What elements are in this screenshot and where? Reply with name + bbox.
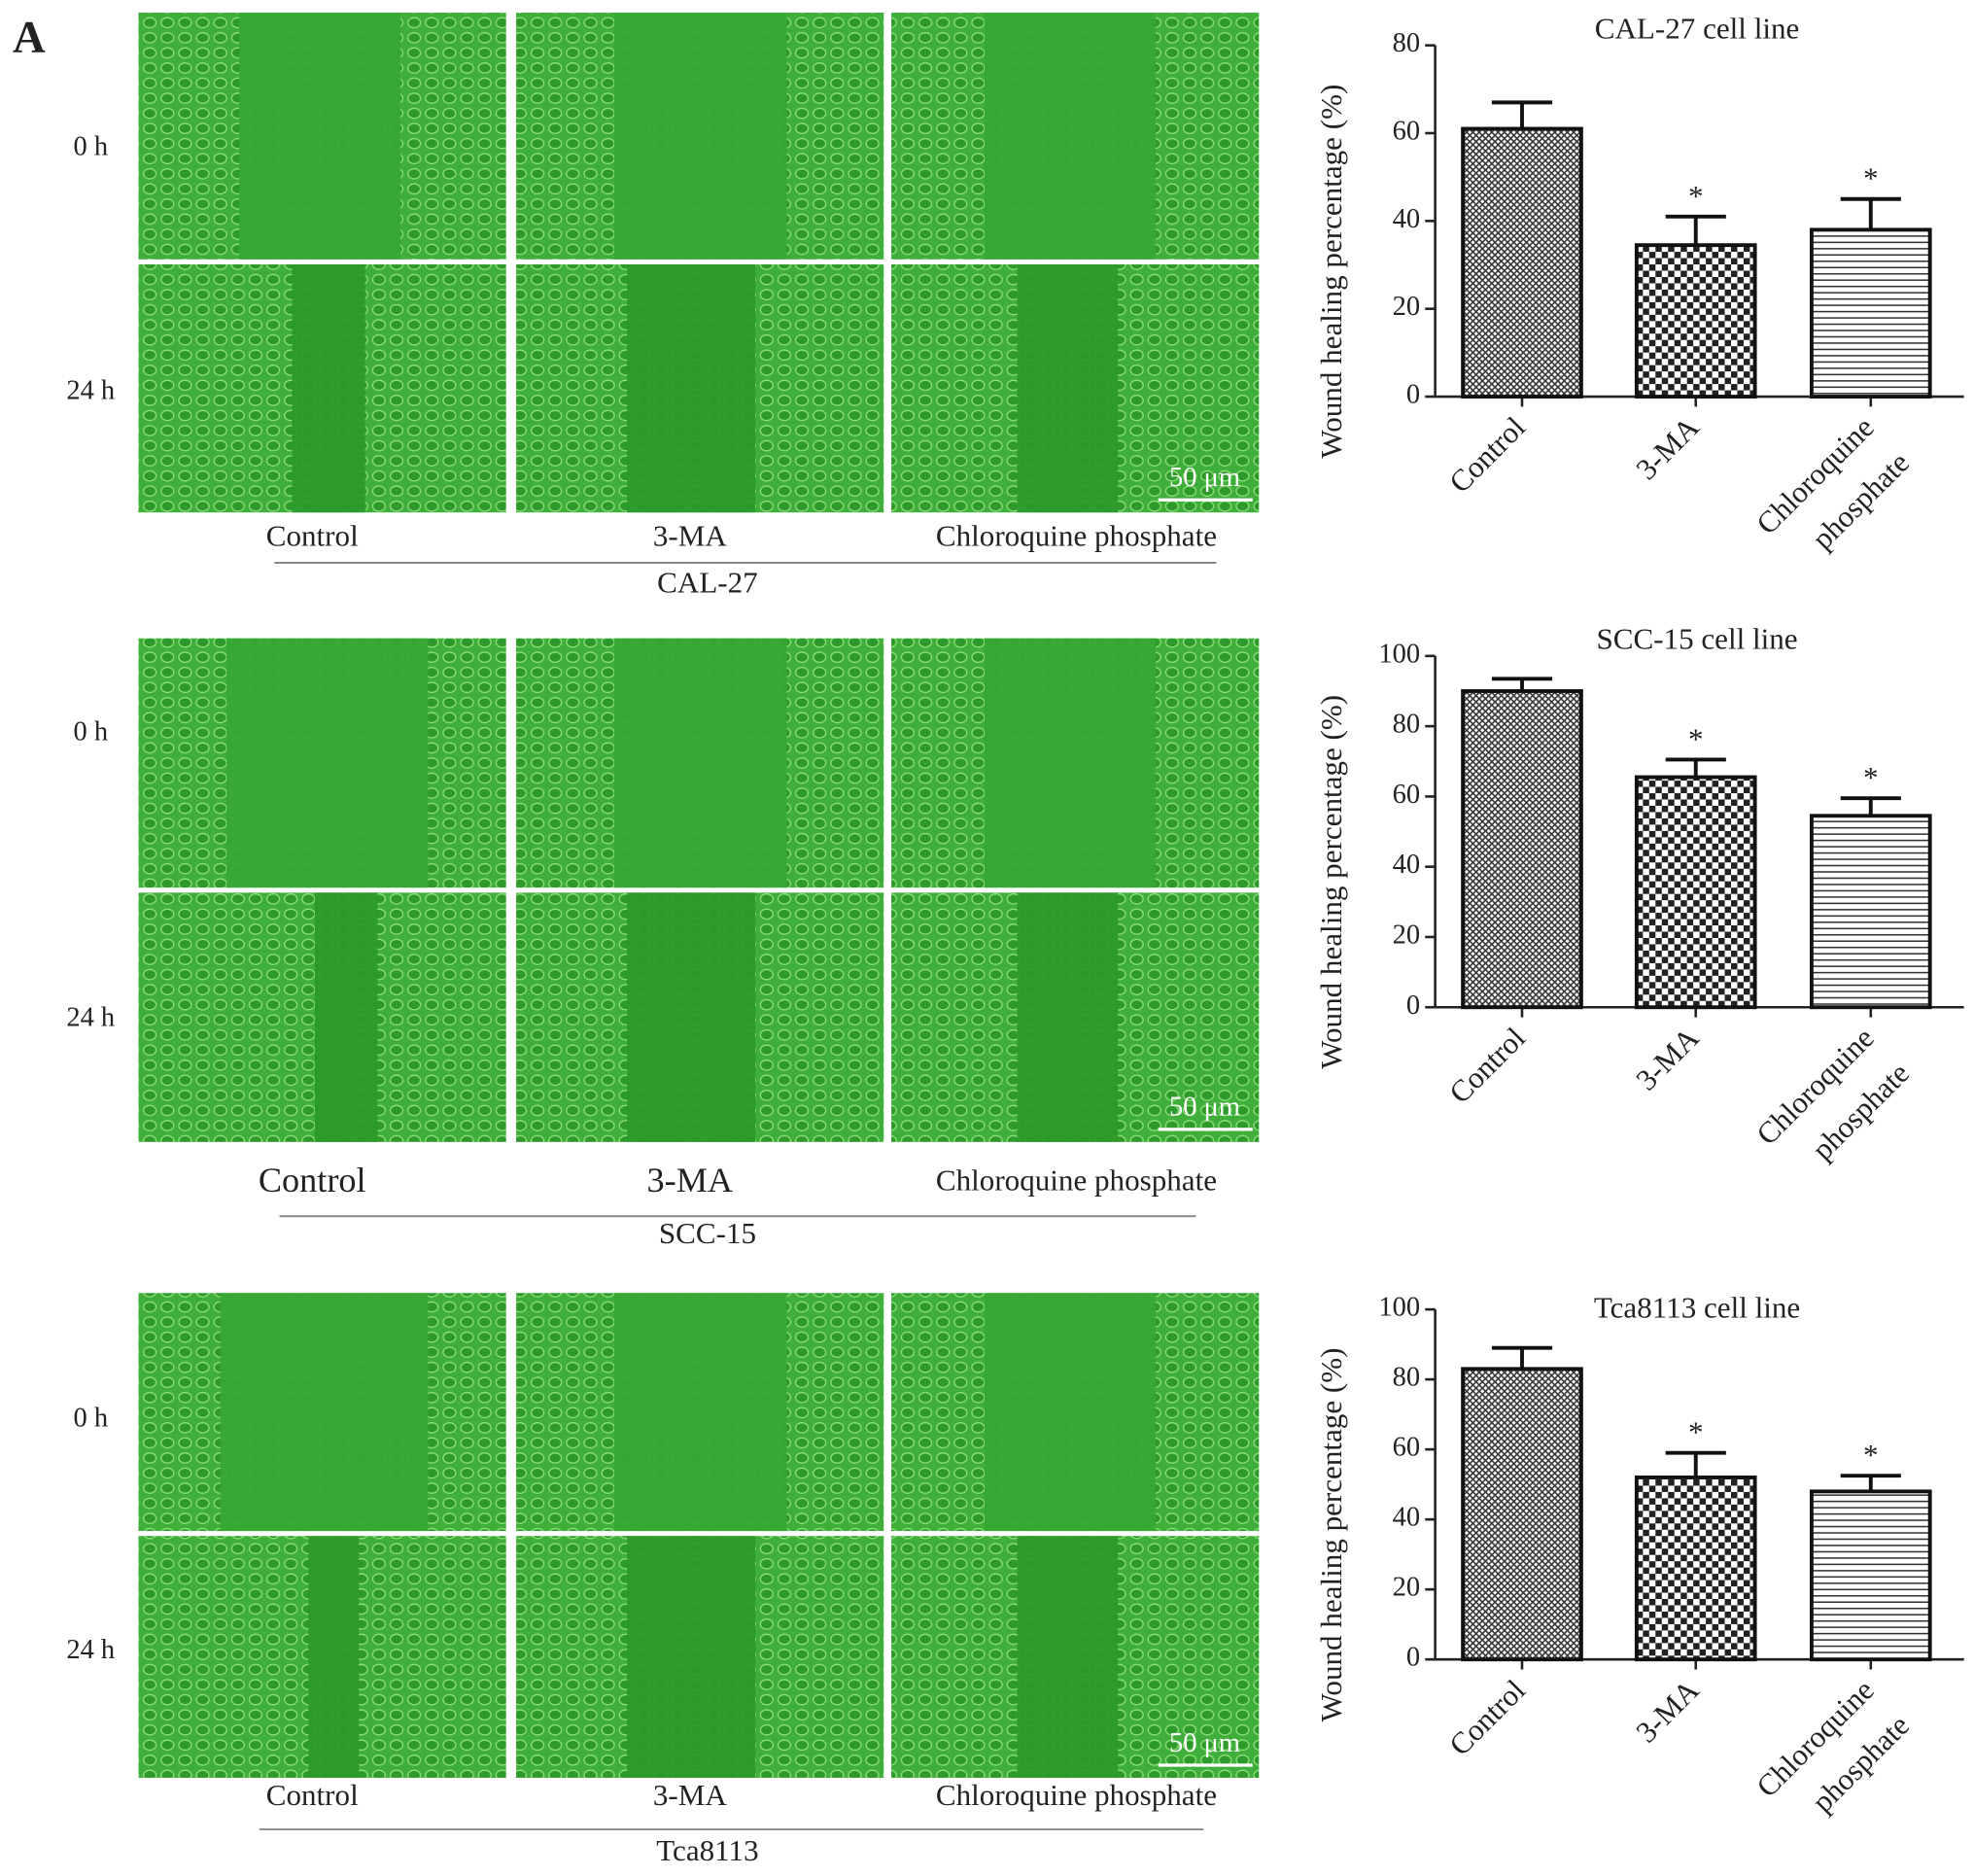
time-label: 0 h — [73, 1404, 108, 1434]
bar — [1634, 243, 1757, 399]
y-tick-label: 20 — [1393, 920, 1420, 950]
y-tick-label: 100 — [1378, 639, 1420, 669]
error-bar — [1840, 796, 1901, 816]
scale-bar-label: 50 μm — [1169, 1093, 1240, 1123]
wound-gap — [292, 264, 365, 513]
bar — [1461, 126, 1583, 399]
wound-gap — [984, 638, 1157, 888]
treatment-label: Control — [266, 519, 359, 553]
chart-title: CAL-27 cell line — [1595, 12, 1800, 46]
time-label: 24 h — [66, 1003, 115, 1033]
wound-gap — [226, 638, 429, 888]
y-tick-label: 20 — [1393, 292, 1420, 322]
bar — [1461, 689, 1583, 1010]
bar — [1809, 227, 1932, 399]
chart-title: Tca8113 cell line — [1594, 1291, 1800, 1325]
bar — [1461, 1367, 1583, 1662]
y-tick-label: 40 — [1393, 1503, 1420, 1533]
cell-line-label: SCC-15 — [659, 1216, 756, 1250]
bar — [1809, 1489, 1932, 1662]
significance: * — [1863, 760, 1879, 794]
y-tick-label: 80 — [1393, 710, 1420, 740]
treatment-label: Chloroquine phosphate — [936, 1164, 1217, 1198]
significance: * — [1688, 1415, 1704, 1449]
time-label: 0 h — [73, 131, 108, 161]
error-bar — [1491, 677, 1553, 691]
cell-line-label: Tca8113 — [656, 1833, 758, 1867]
treatment-label: Chloroquine phosphate — [936, 1778, 1217, 1812]
treatment-label: 3-MA — [653, 519, 728, 553]
wound-gap — [984, 12, 1157, 260]
y-axis-label: Wound healing percentage (%) — [1314, 85, 1348, 459]
treatment-label: Control — [259, 1161, 366, 1199]
error-bar — [1840, 1474, 1901, 1492]
y-tick-label: 0 — [1406, 1643, 1420, 1673]
wound-gap — [220, 1293, 429, 1532]
treatment-label: Chloroquine phosphate — [936, 519, 1217, 553]
wound-gap — [314, 892, 378, 1142]
bar — [1809, 814, 1932, 1010]
scale-bar-label: 50 μm — [1169, 1728, 1240, 1758]
wound-gap — [308, 1536, 360, 1778]
panel-label: A — [13, 12, 46, 62]
y-tick-label: 40 — [1393, 204, 1420, 234]
wound-gap — [627, 264, 756, 513]
significance: * — [1688, 179, 1704, 213]
wound-gap — [614, 638, 787, 888]
significance: * — [1863, 1438, 1879, 1472]
x-tick-label: 3-MA — [1629, 409, 1706, 486]
y-tick-label: 80 — [1393, 1363, 1420, 1393]
y-tick-label: 80 — [1393, 28, 1420, 58]
error-bar — [1840, 196, 1901, 230]
y-tick-label: 60 — [1393, 117, 1420, 147]
bar — [1634, 1476, 1757, 1662]
bar — [1634, 775, 1757, 1010]
wound-gap — [614, 12, 787, 260]
error-bar — [1665, 757, 1726, 778]
y-tick-label: 40 — [1393, 850, 1420, 880]
chart-title: SCC-15 cell line — [1596, 622, 1797, 656]
y-tick-label: 20 — [1393, 1573, 1420, 1603]
x-tick-label: Control — [1442, 1021, 1532, 1110]
error-bar — [1665, 1450, 1726, 1477]
y-tick-label: 0 — [1406, 990, 1420, 1021]
wound-gap — [1017, 892, 1119, 1142]
wound-gap — [614, 1293, 787, 1532]
wound-gap — [1017, 1536, 1119, 1778]
error-bar — [1491, 1345, 1553, 1370]
x-tick-label: Control — [1442, 1673, 1532, 1762]
treatment-label: Control — [266, 1778, 359, 1812]
x-tick-label: 3-MA — [1629, 1021, 1706, 1097]
y-tick-label: 100 — [1378, 1293, 1420, 1323]
wound-gap — [627, 1536, 756, 1778]
x-tick-label: Control — [1442, 410, 1532, 500]
time-label: 24 h — [66, 376, 115, 406]
wound-gap — [239, 12, 400, 260]
wound-gap — [1017, 264, 1119, 513]
wound-gap — [984, 1293, 1157, 1532]
treatment-label: 3-MA — [647, 1161, 734, 1199]
y-axis-label: Wound healing percentage (%) — [1314, 695, 1348, 1069]
error-bar — [1491, 100, 1553, 129]
treatment-label: 3-MA — [653, 1778, 728, 1812]
scale-bar-label: 50 μm — [1169, 463, 1240, 493]
x-tick-label: 3-MA — [1629, 1673, 1706, 1750]
error-bar — [1665, 214, 1726, 246]
y-tick-label: 60 — [1393, 780, 1420, 810]
time-label: 24 h — [66, 1635, 115, 1665]
wound-gap — [627, 892, 756, 1142]
y-tick-label: 60 — [1393, 1433, 1420, 1463]
y-axis-label: Wound healing percentage (%) — [1314, 1347, 1348, 1721]
cell-line-label: CAL-27 — [657, 565, 758, 599]
time-label: 0 h — [73, 717, 108, 747]
significance: * — [1688, 721, 1704, 755]
y-tick-label: 0 — [1406, 380, 1420, 410]
significance: * — [1863, 161, 1879, 195]
